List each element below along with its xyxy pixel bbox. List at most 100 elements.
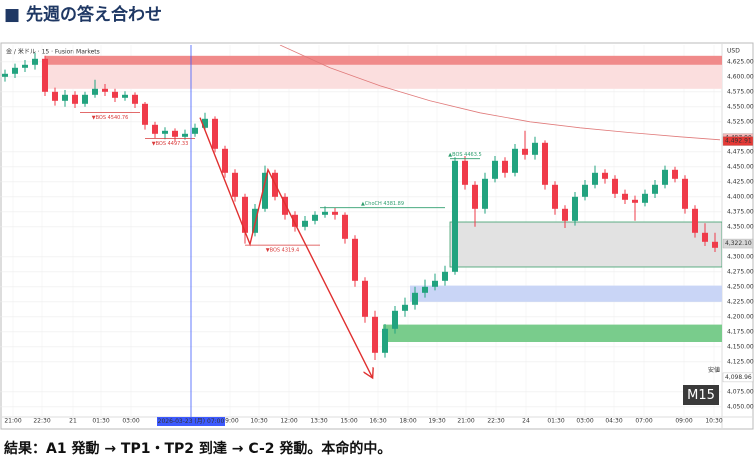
y-tick-label: 4,375.00 — [727, 208, 754, 215]
x-tick-label: 01:30 — [547, 418, 564, 425]
candle-body — [502, 160, 508, 173]
plot: ▼BOS 4540.76 ▼BOS 4497.33 ▼BOS 4319.4 ▲ChoC… — [0, 45, 722, 417]
x-tick-label: 10:30 — [250, 418, 267, 425]
x-tick-label: 12:00 — [280, 418, 297, 425]
y-tick-label: 4,525.00 — [727, 118, 754, 125]
x-tick-label: 03:00 — [122, 418, 139, 425]
candle-body — [62, 94, 68, 101]
y-tick-label: 4,175.00 — [727, 328, 754, 335]
candle-body — [102, 88, 108, 92]
candle-body — [112, 91, 118, 98]
candle-body — [12, 67, 18, 74]
y-tick-label: 4,225.00 — [727, 298, 754, 305]
y-tick-label: 4,400.00 — [727, 193, 754, 200]
candle-body — [612, 178, 618, 194]
drawn-path — [199, 117, 372, 377]
candle-body — [492, 160, 498, 179]
y-tick-label: 4,075.00 — [727, 388, 754, 395]
candle-body — [332, 211, 338, 215]
candle-body — [2, 73, 8, 77]
y-tick-label: 4,300.00 — [727, 253, 754, 260]
candle-body — [422, 286, 428, 293]
y-tick-label: 4,625.00 — [727, 58, 754, 65]
candle-body — [142, 103, 148, 125]
candle-body — [572, 196, 578, 221]
x-tick-label: 01:30 — [92, 418, 109, 425]
candle-body — [542, 142, 548, 185]
structure-label: ▼BOS 4540.76 — [92, 115, 129, 121]
candle-body — [72, 94, 78, 104]
candle-body — [402, 304, 408, 311]
candle-body — [482, 178, 488, 209]
candle-body — [512, 148, 518, 173]
candle-body — [172, 130, 178, 137]
candle-body — [342, 214, 348, 239]
candle-body — [122, 94, 128, 98]
candle-body — [592, 172, 598, 185]
zone — [383, 324, 722, 342]
candle-body — [692, 208, 698, 233]
timeframe-label: M15 — [687, 388, 715, 403]
symbol-label: 金 / 米ドル · 15 · Fusion Markets — [6, 48, 100, 56]
candle-body — [672, 169, 678, 179]
price-tag-label: 4,492.91 — [725, 138, 752, 145]
candle-body — [232, 172, 238, 197]
x-tick-label: 04:30 — [605, 418, 622, 425]
price-tag-label: 4,322.10 — [725, 240, 752, 247]
candle-body — [532, 142, 538, 155]
x-tick-label: 09:00 — [221, 418, 238, 425]
price-tag — [722, 136, 754, 146]
candle-body — [702, 232, 708, 242]
candle-body — [32, 58, 38, 65]
candle-body — [22, 64, 28, 68]
structure-label: ▲BOS 4463.5 — [448, 152, 481, 158]
y-tick-label: 4,475.00 — [727, 148, 754, 155]
x-tick-label: 16:30 — [369, 418, 386, 425]
y-tick-label: 4,450.00 — [727, 163, 754, 170]
x-tick-label: 22:30 — [33, 418, 50, 425]
x-tick-label: 13:30 — [310, 418, 327, 425]
x-tick-label: 19:30 — [428, 418, 445, 425]
candle-body — [82, 94, 88, 104]
candle-body — [312, 214, 318, 221]
y-tick-label: 4,250.00 — [727, 283, 754, 290]
x-tick-label: 03:00 — [576, 418, 593, 425]
candle-body — [662, 169, 668, 185]
candle-body — [522, 148, 528, 155]
structure-label: ▲ChoCH 4381.89 — [361, 201, 404, 207]
candle-body — [152, 124, 158, 134]
candle-body — [212, 118, 218, 149]
candle-body — [192, 127, 198, 134]
y-tick-label: 4,600.00 — [727, 73, 754, 80]
y-tick-label: 4,050.00 — [727, 403, 754, 410]
candle-body — [442, 271, 448, 281]
candle-body — [202, 118, 208, 128]
moving-average — [279, 45, 721, 141]
x-tick-label: 15:00 — [340, 418, 357, 425]
candle-body — [182, 133, 188, 137]
y-tick-label: 4,275.00 — [727, 268, 754, 275]
x-tick-label: 09:00 — [675, 418, 692, 425]
x-tick-label: 10:30 — [705, 418, 722, 425]
candle-body — [42, 58, 48, 92]
y-tick-label: 4,550.00 — [727, 103, 754, 110]
candle-body — [582, 184, 588, 197]
crosshair-label: 2026-03-23 (月) 07:00 — [158, 418, 225, 425]
candle-body — [652, 184, 658, 194]
candle-body — [372, 316, 378, 353]
candle-body — [642, 193, 648, 203]
candle-body — [562, 208, 568, 221]
candle-body — [452, 160, 458, 272]
x-tick-label: 24 — [522, 418, 530, 425]
crosshair-tag — [157, 417, 225, 426]
candle-body — [262, 172, 268, 209]
price-tag — [722, 372, 754, 383]
x-tick-label: 18:00 — [399, 418, 416, 425]
currency-label: USD — [727, 48, 740, 55]
price-tag-label: 4,098.96 — [725, 374, 752, 381]
y-tick-label: 4,150.00 — [727, 343, 754, 350]
candle-body — [162, 130, 168, 134]
candle-body — [92, 88, 98, 95]
y-tick-label: 4,350.00 — [727, 223, 754, 230]
